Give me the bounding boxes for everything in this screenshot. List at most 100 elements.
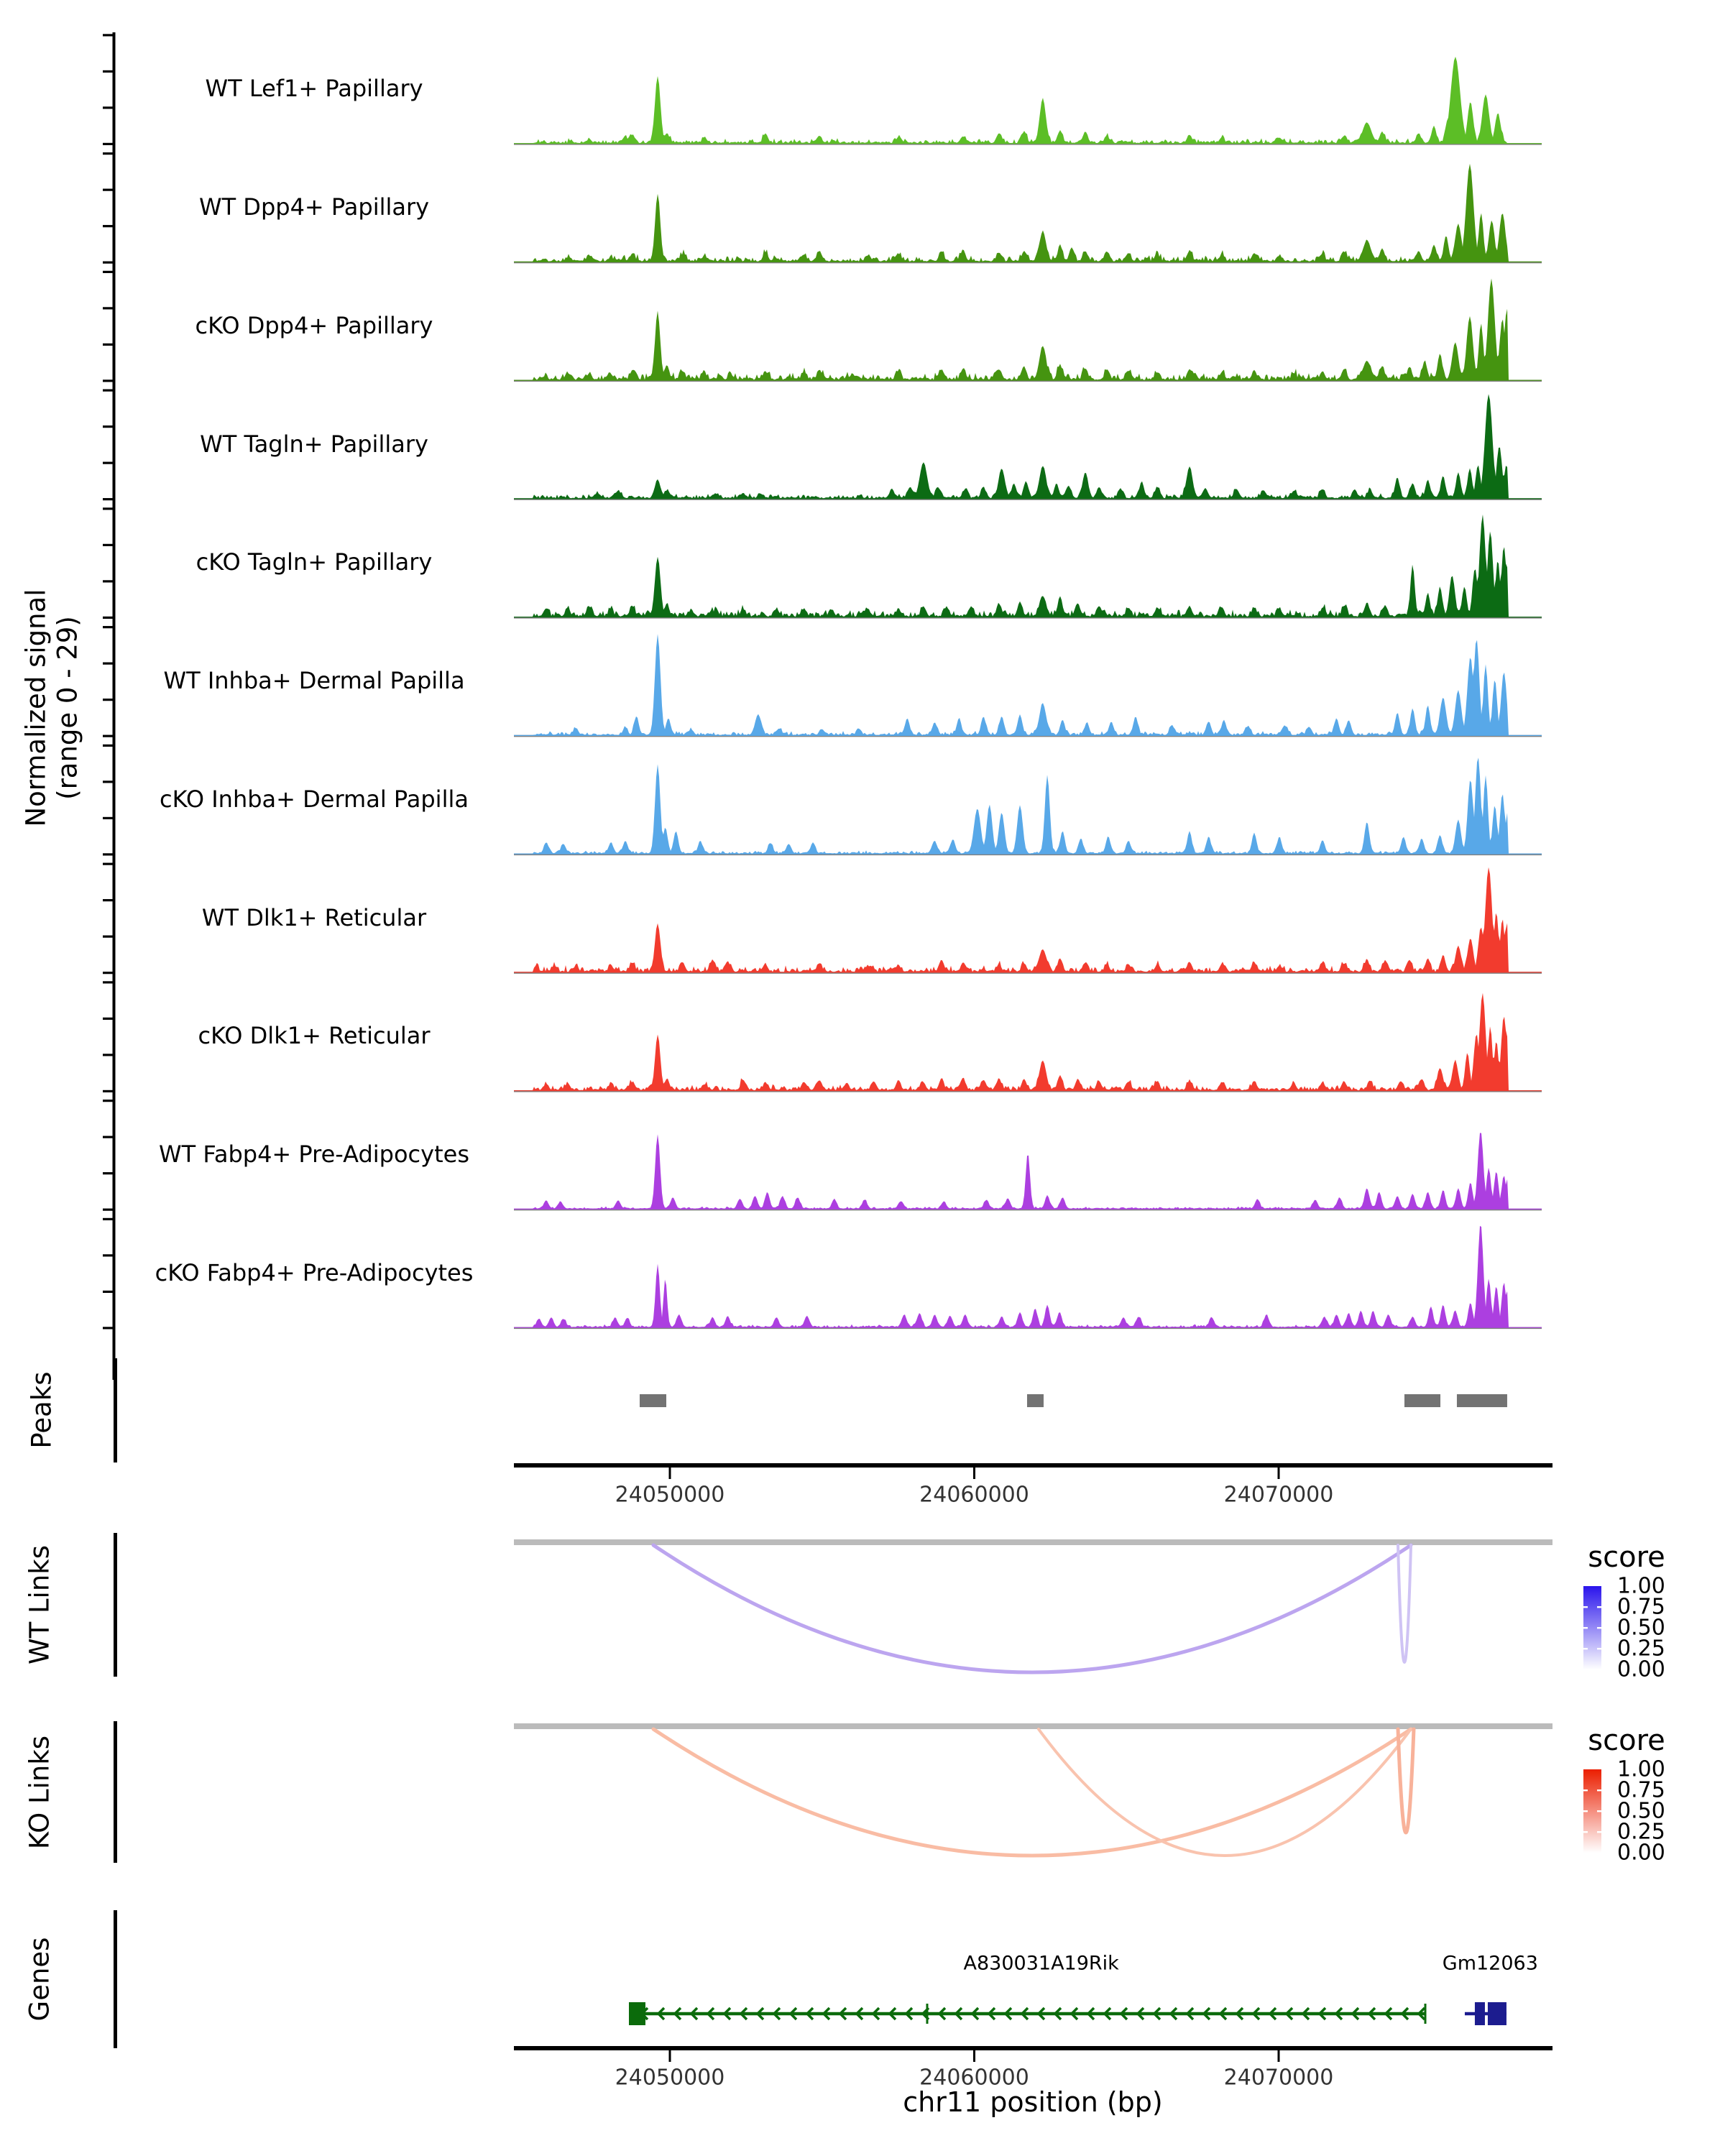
wt-links-arc-2 — [1397, 1544, 1413, 1664]
gene-strand-arrow-icon — [788, 2007, 798, 2021]
coverage-track-1 — [514, 56, 1542, 144]
track-label-5: cKO Tagln+ Papillary — [196, 548, 433, 576]
gene-strand-arrow-icon — [954, 2007, 963, 2021]
ko-links-arc-3 — [1396, 1727, 1416, 1835]
y-axis-tick — [103, 142, 113, 145]
gene-strand-arrow-icon — [1053, 2007, 1062, 2021]
track-label-8: WT Dlk1+ Reticular — [201, 903, 427, 931]
y-axis-label-line1: Normalized signal — [20, 589, 52, 827]
ruler-tick — [1277, 1468, 1280, 1479]
y-axis-tick — [103, 307, 113, 310]
y-axis-tick — [103, 498, 113, 501]
gene-strand-arrow-icon — [1268, 2007, 1277, 2021]
wt-legend-notch — [1597, 1648, 1601, 1650]
track-label-9: cKO Dlk1+ Reticular — [198, 1022, 431, 1050]
y-axis-tick — [103, 343, 113, 346]
track-label-10: WT Fabp4+ Pre-Adipocytes — [159, 1141, 469, 1169]
ruler-tick — [668, 1468, 671, 1479]
y-axis-tick — [103, 270, 113, 273]
y-axis-tick — [103, 389, 113, 392]
genes-bracket — [114, 1910, 117, 2048]
ko-legend-tick-label: 0.00 — [1617, 1840, 1665, 1866]
gene-strand-arrow-icon — [722, 2007, 732, 2021]
y-axis-tick — [103, 152, 113, 155]
gene-strand-arrow-icon — [1284, 2007, 1294, 2021]
gene-name-Gm12063: Gm12063 — [1442, 1952, 1538, 1975]
y-axis-tick — [103, 699, 113, 701]
ko-links-bracket — [114, 1721, 117, 1863]
section-label-ko-links: KO Links — [24, 1735, 55, 1850]
coverage-track-8 — [514, 867, 1542, 973]
section-label-genes: Genes — [24, 1937, 55, 2022]
y-axis-tick — [103, 972, 113, 975]
y-axis-tick — [103, 225, 113, 228]
ko-links-arc-1 — [651, 1727, 1413, 1858]
ruler-1-tick-label: 24060000 — [919, 1482, 1029, 1508]
y-axis-tick — [103, 1327, 113, 1330]
track-label-7: cKO Inhba+ Dermal Papilla — [160, 785, 469, 813]
gene-strand-arrow-icon — [888, 2007, 897, 2021]
coverage-track-5 — [514, 514, 1542, 618]
wt-links-baseline-bar — [514, 1539, 1552, 1545]
gene-strand-arrow-icon — [1235, 2007, 1244, 2021]
ko-legend-title: score — [1588, 1724, 1665, 1757]
peak-box-3 — [1404, 1394, 1441, 1407]
gene-strand-arrow-icon — [706, 2007, 715, 2021]
y-axis-tick — [103, 1017, 113, 1020]
ruler-2-tick-label: 24050000 — [615, 2065, 725, 2091]
gene-strand-arrow-icon — [689, 2007, 699, 2021]
gene-strand-arrow-icon — [1367, 2007, 1376, 2021]
track-label-1: WT Lef1+ Papillary — [205, 75, 423, 103]
gene-strand-arrow-icon — [805, 2007, 814, 2021]
gene-strand-arrow-icon — [1086, 2007, 1095, 2021]
wt-legend-tick-label: 0.75 — [1617, 1594, 1665, 1620]
wt-legend-tick-label: 0.25 — [1617, 1636, 1665, 1662]
y-axis-tick — [103, 734, 113, 737]
gene-strand-arrow-icon — [1070, 2007, 1079, 2021]
ko-links-baseline-bar — [514, 1723, 1552, 1729]
gene-strand-arrow-icon — [1417, 2007, 1426, 2021]
gene-strand-arrow-icon — [904, 2007, 914, 2021]
coverage-track-4 — [514, 394, 1542, 499]
ko-legend-notch — [1583, 1789, 1588, 1792]
gene-strand-arrow-icon — [1218, 2007, 1228, 2021]
gene-exon-thin — [1424, 2004, 1427, 2024]
gene-strand-arrow-icon — [755, 2007, 765, 2021]
ko-legend-notch — [1597, 1810, 1601, 1812]
gene-strand-arrow-icon — [1351, 2007, 1360, 2021]
ruler-2-tick-label: 24070000 — [1223, 2065, 1334, 2091]
wt-legend-tick-label: 0.50 — [1617, 1615, 1665, 1641]
y-axis-tick — [103, 1172, 113, 1175]
y-axis-tick — [103, 862, 113, 865]
gene-strand-arrow-icon — [987, 2007, 996, 2021]
gene-strand-arrow-icon — [1103, 2007, 1112, 2021]
y-axis-tick — [103, 425, 113, 428]
coverage-track-7 — [514, 757, 1542, 854]
y-axis-tick — [103, 981, 113, 984]
y-axis-tick — [103, 261, 113, 264]
peak-box-1 — [639, 1394, 667, 1407]
gene-strand-arrow-icon — [1152, 2007, 1162, 2021]
y-axis-tick — [103, 1217, 113, 1220]
gene-exon-thin — [926, 2004, 929, 2024]
gene-strand-arrow-icon — [855, 2007, 864, 2021]
gene-strand-arrow-icon — [838, 2007, 847, 2021]
gene-strand-arrow-icon — [1169, 2007, 1178, 2021]
gene-strand-arrow-icon — [1136, 2007, 1145, 2021]
y-axis-tick — [103, 662, 113, 665]
y-axis-tick — [103, 1135, 113, 1138]
ko-legend-notch — [1583, 1810, 1588, 1812]
gene-strand-arrow-icon — [739, 2007, 748, 2021]
y-axis-label: Normalized signal (range 0 - 29) — [20, 589, 83, 826]
gene-strand-arrow-icon — [1185, 2007, 1195, 2021]
track-label-11: cKO Fabp4+ Pre-Adipocytes — [155, 1258, 474, 1286]
y-axis-label-line2: (range 0 - 29) — [52, 616, 83, 800]
track-label-4: WT Tagln+ Papillary — [200, 430, 428, 458]
y-axis-tick — [103, 543, 113, 546]
y-axis-tick — [103, 935, 113, 938]
coverage-track-2 — [514, 163, 1542, 263]
y-axis-tick — [103, 1089, 113, 1092]
y-axis-tick — [103, 1290, 113, 1293]
y-axis-tick — [103, 616, 113, 619]
